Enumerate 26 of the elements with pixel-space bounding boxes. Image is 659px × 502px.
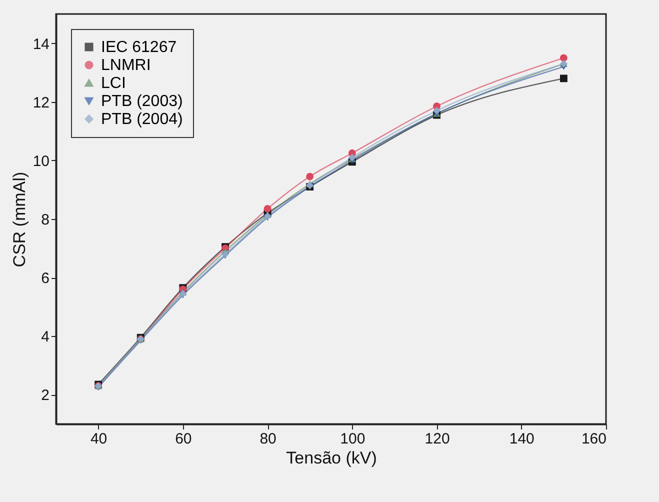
x-tick-label: 80 bbox=[260, 430, 276, 448]
y-tick-label: 4 bbox=[41, 328, 50, 346]
y-tick-label: 12 bbox=[32, 94, 50, 112]
x-tick-label: 120 bbox=[424, 430, 450, 448]
y-tick-label: 2 bbox=[41, 387, 50, 404]
x-tick-label: 40 bbox=[90, 430, 108, 448]
y-axis-title: CSR (mmAl) bbox=[10, 172, 29, 268]
x-tick-label: 100 bbox=[340, 430, 366, 448]
x-tick-label: 140 bbox=[509, 430, 534, 448]
point bbox=[560, 74, 568, 82]
point bbox=[264, 205, 272, 212]
y-tick-label: 6 bbox=[41, 270, 50, 288]
point bbox=[306, 172, 314, 180]
legend-label: PTB (2003) bbox=[101, 93, 183, 110]
y-tick-label: 8 bbox=[41, 212, 50, 228]
legend-label: LCI bbox=[101, 75, 126, 92]
x-axis-title: Tensão (kV) bbox=[286, 448, 377, 468]
legend-label: PTB (2004) bbox=[101, 111, 183, 128]
y-tick-label: 14 bbox=[32, 36, 50, 53]
point bbox=[433, 106, 440, 114]
legend-label: LNMRI bbox=[101, 57, 151, 74]
x-tick-label: 160 bbox=[581, 430, 606, 448]
point bbox=[560, 54, 568, 62]
y-tick-label: 10 bbox=[32, 152, 50, 170]
legend-label: IEC 61267 bbox=[101, 39, 177, 56]
x-tick-label: 60 bbox=[175, 430, 192, 448]
